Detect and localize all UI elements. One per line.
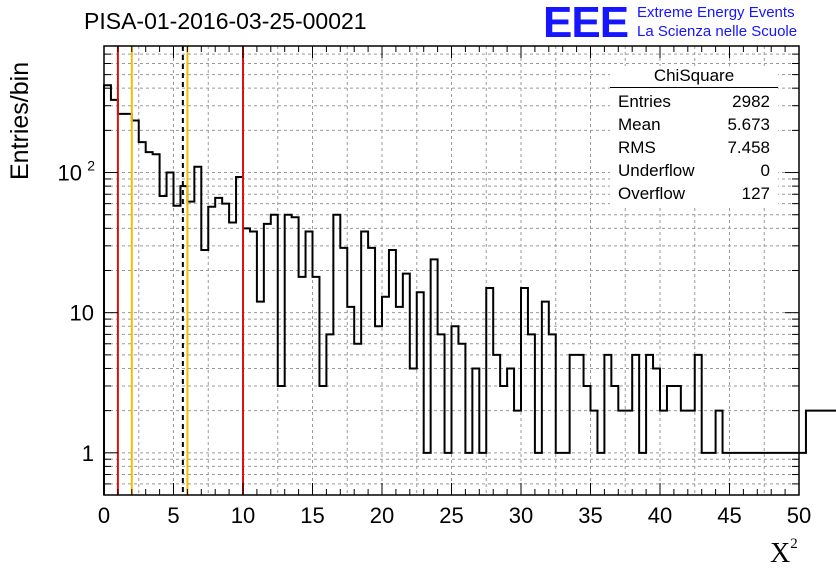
stats-row-overflow: Overflow 127 (610, 182, 778, 205)
eee-logo-line1: Extreme Energy Events (637, 4, 795, 21)
stats-box: ChiSquare Entries 2982 Mean 5.673 RMS 7.458… (610, 66, 778, 205)
x-tick-label: 50 (787, 503, 811, 528)
x-axis-label: X2 (770, 535, 798, 570)
stats-row-entries: Entries 2982 (610, 90, 778, 113)
x-tick-label: 5 (167, 503, 179, 528)
x-tick-label: 10 (231, 503, 255, 528)
stats-label: RMS (618, 138, 656, 157)
x-tick-label: 45 (717, 503, 741, 528)
stats-value: 2982 (732, 92, 770, 111)
stats-row-rms: RMS 7.458 (610, 136, 778, 159)
stats-value: 127 (741, 184, 770, 203)
stats-label: Entries (618, 92, 671, 111)
chart-title: PISA-01-2016-03-25-00021 (84, 8, 367, 34)
x-axis-label-exponent: 2 (790, 535, 798, 552)
stats-row-underflow: Underflow 0 (610, 159, 778, 182)
x-tick-label: 30 (509, 503, 533, 528)
stats-label: Mean (618, 115, 661, 134)
y-tick-label: 10 (70, 301, 94, 326)
stats-row-mean: Mean 5.673 (610, 113, 778, 136)
x-tick-label: 35 (578, 503, 602, 528)
y-tick-label: 10 (58, 161, 82, 186)
stats-label: Overflow (618, 184, 686, 203)
stats-value: 0 (760, 161, 770, 180)
x-tick-label: 15 (300, 503, 324, 528)
histogram-series (103, 84, 836, 495)
x-tick-label: 20 (370, 503, 394, 528)
y-axis-label: Entries/bin (6, 61, 34, 180)
stats-label: Underflow (618, 161, 695, 180)
eee-logo: EEE (543, 0, 629, 47)
x-tick-label: 25 (439, 503, 463, 528)
x-tick-label: 0 (98, 503, 110, 528)
eee-logo-line2: La Scienza nelle Scuole (637, 23, 798, 40)
x-axis-label-base: X (770, 538, 791, 569)
stats-box-title: ChiSquare (610, 66, 778, 88)
x-tick-label: 40 (648, 503, 672, 528)
stats-value: 7.458 (727, 138, 770, 157)
y-tick-label-exponent: 2 (87, 158, 95, 174)
y-tick-label: 1 (82, 441, 94, 466)
stats-value: 5.673 (727, 115, 770, 134)
